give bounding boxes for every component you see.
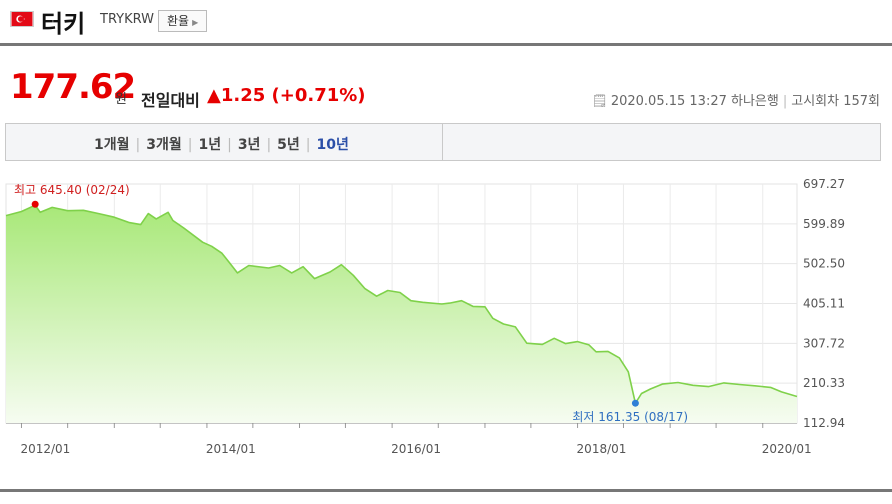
y-tick-label: 405.11 — [803, 296, 845, 310]
notice-round: 고시회차 157회 — [791, 94, 880, 109]
tab-separator: | — [266, 137, 272, 153]
x-tick-label: 2020/01 — [762, 442, 812, 456]
clock-icon: 🗒 — [591, 94, 608, 109]
current-price: 177.62 — [10, 67, 136, 107]
min-point-label: 최저 161.35 (08/17) — [572, 410, 688, 424]
header-divider — [0, 43, 892, 46]
exchange-rate-button-label: 환율 — [167, 14, 190, 28]
country-name: 터키 — [41, 10, 86, 38]
x-tick-label: 2014/01 — [206, 442, 256, 456]
y-tick-label: 502.50 — [803, 257, 845, 271]
y-tick-label: 112.94 — [803, 416, 845, 430]
y-tick-label: 210.33 — [803, 376, 845, 390]
tab-separator: | — [187, 137, 193, 153]
tab-period-5[interactable]: 10년 — [316, 137, 349, 153]
tab-period-0[interactable]: 1개월 — [94, 137, 130, 153]
x-tick-label: 2018/01 — [577, 442, 627, 456]
y-tick-label: 599.89 — [803, 217, 845, 231]
quote-timestamp: 2020.05.15 13:27 — [610, 94, 727, 109]
compare-label: 전일대비 — [141, 91, 200, 110]
tab-separator: | — [135, 137, 141, 153]
meta-separator: | — [782, 94, 788, 109]
tab-separator: | — [227, 137, 232, 153]
series-line — [5, 204, 798, 404]
y-tick-label: 697.27 — [803, 177, 845, 191]
x-tick-label: 2012/01 — [20, 442, 70, 456]
period-tabs: 1개월 | 3개월 | 1년 | 3년 | 5년 | 10년 — [5, 123, 881, 161]
tab-separator: | — [305, 137, 311, 153]
max-point-marker — [31, 200, 39, 208]
tab-period-2[interactable]: 1년 — [198, 137, 222, 153]
series-area — [6, 205, 797, 423]
tab-period-4[interactable]: 5년 — [277, 137, 300, 153]
min-point-marker — [631, 399, 639, 407]
chevron-right-icon: ▶ — [192, 18, 199, 27]
price-unit: 원 — [115, 92, 127, 107]
tabs-divider — [442, 124, 443, 160]
quote-meta: 🗒 2020.05.15 13:27 하나은행 | 고시회차 157회 — [591, 90, 880, 109]
tab-period-3[interactable]: 3년 — [237, 137, 261, 153]
y-tick-label: 307.72 — [803, 336, 845, 350]
footer-divider — [0, 489, 892, 492]
period-tab-list: 1개월 | 3개월 | 1년 | 3년 | 5년 | 10년 — [94, 134, 349, 154]
max-point-label: 최고 645.40 (02/24) — [14, 183, 130, 197]
exchange-rate-button[interactable]: 환율 ▶ — [158, 10, 208, 32]
bank-name: 하나은행 — [731, 94, 779, 109]
currency-code: TRYKRW — [100, 12, 154, 27]
x-tick-label: 2016/01 — [391, 442, 441, 456]
page-header: 터키 TRYKRW 환율 ▶ — [0, 0, 892, 44]
turkey-flag-icon — [10, 11, 34, 27]
tab-period-1[interactable]: 3개월 — [146, 137, 182, 153]
price-change: ▲1.25 (+0.71%) — [207, 85, 366, 106]
exchange-rate-chart: 697.27 599.89 502.50 405.11 307.72 210.33 112.… — [5, 177, 845, 456]
